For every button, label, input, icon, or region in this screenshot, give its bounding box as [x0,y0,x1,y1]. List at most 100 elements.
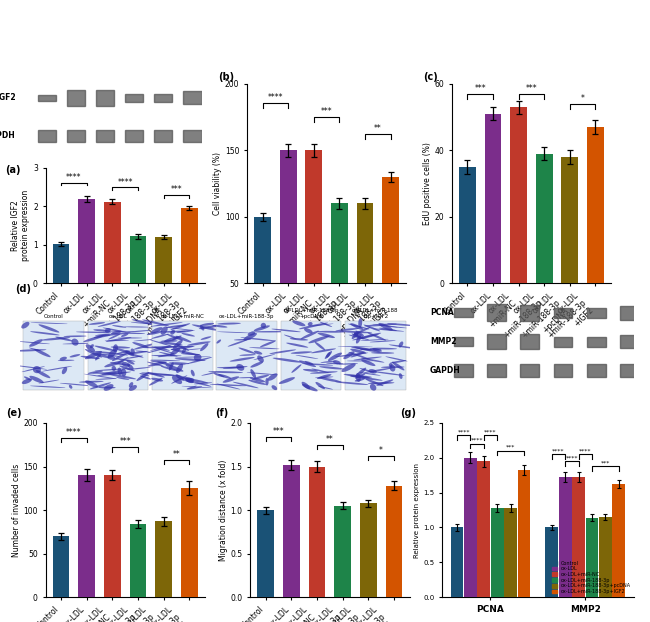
Text: ****: **** [471,438,484,443]
Ellipse shape [159,352,177,356]
Ellipse shape [103,331,135,332]
Ellipse shape [237,364,244,371]
Ellipse shape [365,379,383,386]
Ellipse shape [125,351,148,355]
Ellipse shape [170,323,190,330]
Bar [125,95,143,101]
Ellipse shape [81,356,100,359]
Bar [485,114,501,283]
Ellipse shape [315,376,333,378]
Text: ****: **** [118,177,133,187]
Bar [129,524,146,597]
Ellipse shape [149,378,162,386]
Ellipse shape [161,346,195,347]
Ellipse shape [127,364,134,369]
Ellipse shape [272,358,302,363]
Text: (e): (e) [6,408,21,418]
Ellipse shape [254,325,270,331]
Ellipse shape [76,332,112,333]
Ellipse shape [360,349,382,350]
Bar [154,95,172,101]
Ellipse shape [98,372,131,376]
Ellipse shape [171,349,198,355]
Ellipse shape [182,348,186,353]
Text: Control: Control [44,313,64,318]
Ellipse shape [161,327,168,335]
Ellipse shape [272,385,277,390]
Bar [96,90,114,106]
Ellipse shape [369,369,377,374]
Ellipse shape [105,340,129,341]
Ellipse shape [151,327,162,333]
Ellipse shape [177,330,194,333]
Ellipse shape [350,323,363,330]
Ellipse shape [159,341,183,346]
Ellipse shape [187,386,197,389]
Y-axis label: Cell viability (%): Cell viability (%) [213,152,222,215]
Bar [345,320,406,390]
Ellipse shape [317,333,335,338]
Bar [104,202,121,283]
Bar [620,364,639,378]
Y-axis label: EdU positive cells (%): EdU positive cells (%) [422,142,432,225]
Ellipse shape [304,328,313,333]
Bar [536,154,552,283]
Ellipse shape [251,331,290,333]
Ellipse shape [309,323,333,327]
Bar [155,237,172,283]
Ellipse shape [200,343,209,351]
Ellipse shape [216,340,221,343]
Ellipse shape [233,382,259,388]
Ellipse shape [354,333,363,338]
Ellipse shape [166,364,183,372]
Ellipse shape [161,366,179,371]
Ellipse shape [181,353,200,355]
Ellipse shape [175,356,211,358]
Ellipse shape [339,331,372,333]
Ellipse shape [94,368,131,371]
Ellipse shape [355,373,365,379]
Ellipse shape [112,366,116,371]
Bar [599,517,612,597]
Ellipse shape [29,348,41,351]
Ellipse shape [353,327,370,335]
Ellipse shape [170,330,175,335]
Bar [562,157,578,283]
Bar [96,129,114,142]
Bar [181,488,198,597]
Ellipse shape [160,374,178,376]
Ellipse shape [254,354,275,360]
Ellipse shape [88,322,105,325]
Ellipse shape [38,324,59,333]
Text: ****: **** [579,448,592,453]
Ellipse shape [217,332,250,333]
Ellipse shape [190,381,211,387]
Ellipse shape [60,383,92,386]
Ellipse shape [199,325,222,329]
Ellipse shape [352,333,364,340]
Bar [587,337,606,346]
Ellipse shape [133,339,157,341]
Ellipse shape [356,373,361,382]
Text: IGF2: IGF2 [0,93,16,103]
Ellipse shape [246,373,278,375]
Ellipse shape [150,322,183,327]
Ellipse shape [250,378,265,383]
Ellipse shape [161,340,177,342]
Ellipse shape [398,341,403,348]
Ellipse shape [151,355,182,356]
Ellipse shape [136,372,150,381]
Text: PCNA: PCNA [430,309,454,317]
Bar [521,305,539,321]
Ellipse shape [182,378,208,383]
Ellipse shape [148,361,167,366]
Ellipse shape [31,322,68,324]
Ellipse shape [239,348,256,354]
Bar [620,305,639,320]
Ellipse shape [268,373,278,381]
Ellipse shape [147,362,164,366]
Ellipse shape [92,372,124,374]
Ellipse shape [234,339,252,340]
Ellipse shape [176,374,184,381]
Ellipse shape [250,361,263,368]
